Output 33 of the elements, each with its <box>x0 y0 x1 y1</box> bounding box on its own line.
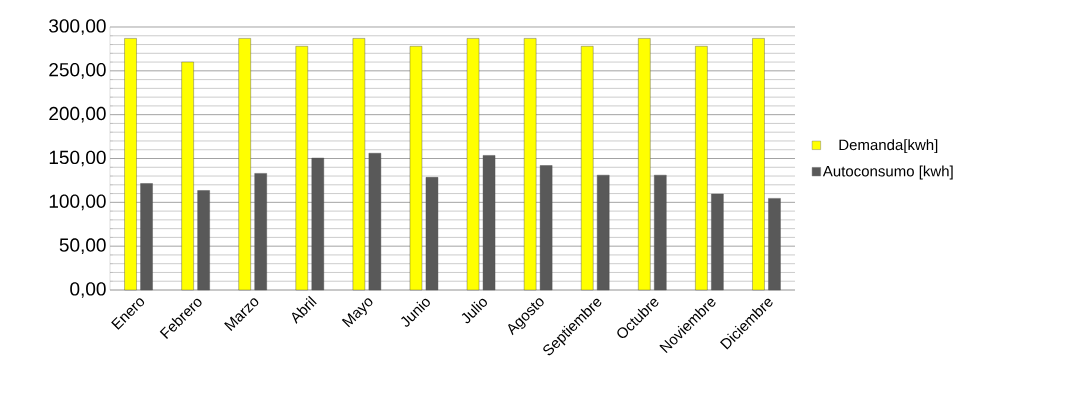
bar <box>254 173 267 291</box>
bar <box>425 177 439 291</box>
bar <box>638 38 651 291</box>
bar <box>581 46 594 291</box>
y-tick-label: 250,00 <box>49 62 106 79</box>
bar <box>124 38 137 291</box>
bar <box>181 61 194 291</box>
y-tick-label: 150,00 <box>49 150 106 167</box>
bar <box>523 38 537 291</box>
bar <box>238 38 251 291</box>
bar <box>654 174 667 291</box>
bar <box>597 174 610 291</box>
y-tick-label: 100,00 <box>49 194 106 211</box>
bar <box>197 190 210 291</box>
bar <box>140 183 153 291</box>
bar <box>409 46 423 291</box>
y-tick-label: 50,00 <box>59 238 106 255</box>
bar <box>768 198 781 291</box>
bar <box>539 165 553 291</box>
legend-label: Demanda[kwh] <box>839 139 938 154</box>
bar <box>711 193 724 291</box>
y-tick-label: 0,00 <box>70 282 106 298</box>
bar <box>352 38 366 291</box>
bar <box>368 153 382 291</box>
y-tick-label: 300,00 <box>49 19 106 35</box>
bar <box>482 155 496 291</box>
bar <box>311 157 324 291</box>
bar <box>695 46 708 291</box>
bar <box>752 38 765 291</box>
legend-label: Autoconsumo [kwh] <box>822 165 953 180</box>
bar <box>295 46 308 291</box>
y-tick-label: 200,00 <box>49 106 106 123</box>
bar <box>466 38 480 291</box>
